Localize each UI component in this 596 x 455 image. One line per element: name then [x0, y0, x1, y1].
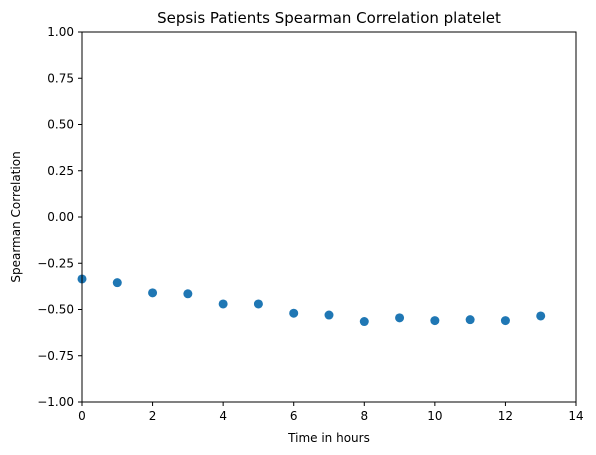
- plot-area-frame: [81, 31, 577, 403]
- y-tick-label: −1.00: [37, 395, 74, 409]
- data-point: [324, 310, 334, 320]
- x-tick-label: 14: [568, 409, 583, 423]
- chart-title: Sepsis Patients Spearman Correlation pla…: [157, 9, 501, 27]
- x-tick-label: 6: [290, 409, 298, 423]
- y-tick-label: 1.00: [47, 25, 74, 39]
- data-point: [218, 299, 228, 309]
- data-point: [253, 299, 263, 309]
- y-tick-label: 0.25: [47, 164, 74, 178]
- x-tick-label: 0: [78, 409, 86, 423]
- x-tick-label: 10: [427, 409, 442, 423]
- x-tick-label: 12: [498, 409, 513, 423]
- x-axis-label: Time in hours: [287, 431, 370, 445]
- x-tick-label: 2: [149, 409, 157, 423]
- data-point: [430, 316, 440, 326]
- y-tick-label: 0.75: [47, 71, 74, 85]
- data-point: [395, 313, 405, 323]
- y-tick-label: −0.25: [37, 256, 74, 270]
- x-axis-ticks: 0 2 4 6 8 10 12 14: [78, 402, 584, 423]
- x-tick-label: 4: [219, 409, 227, 423]
- data-point: [183, 289, 193, 299]
- data-point: [500, 316, 510, 326]
- data-point: [359, 317, 369, 327]
- y-axis-label: Spearman Correlation: [9, 151, 23, 282]
- data-point: [148, 288, 158, 298]
- data-point: [465, 315, 475, 325]
- y-tick-label: 0.50: [47, 118, 74, 132]
- data-point: [112, 278, 122, 288]
- y-axis-ticks: −1.00 −0.75 −0.50 −0.25 0.00 0.25 0.50 0.75 1.00: [37, 25, 82, 409]
- y-tick-label: 0.00: [47, 210, 74, 224]
- x-tick-label: 8: [360, 409, 368, 423]
- y-tick-label: −0.50: [37, 303, 74, 317]
- y-tick-label: −0.75: [37, 349, 74, 363]
- data-point: [289, 308, 299, 318]
- data-point: [536, 311, 546, 321]
